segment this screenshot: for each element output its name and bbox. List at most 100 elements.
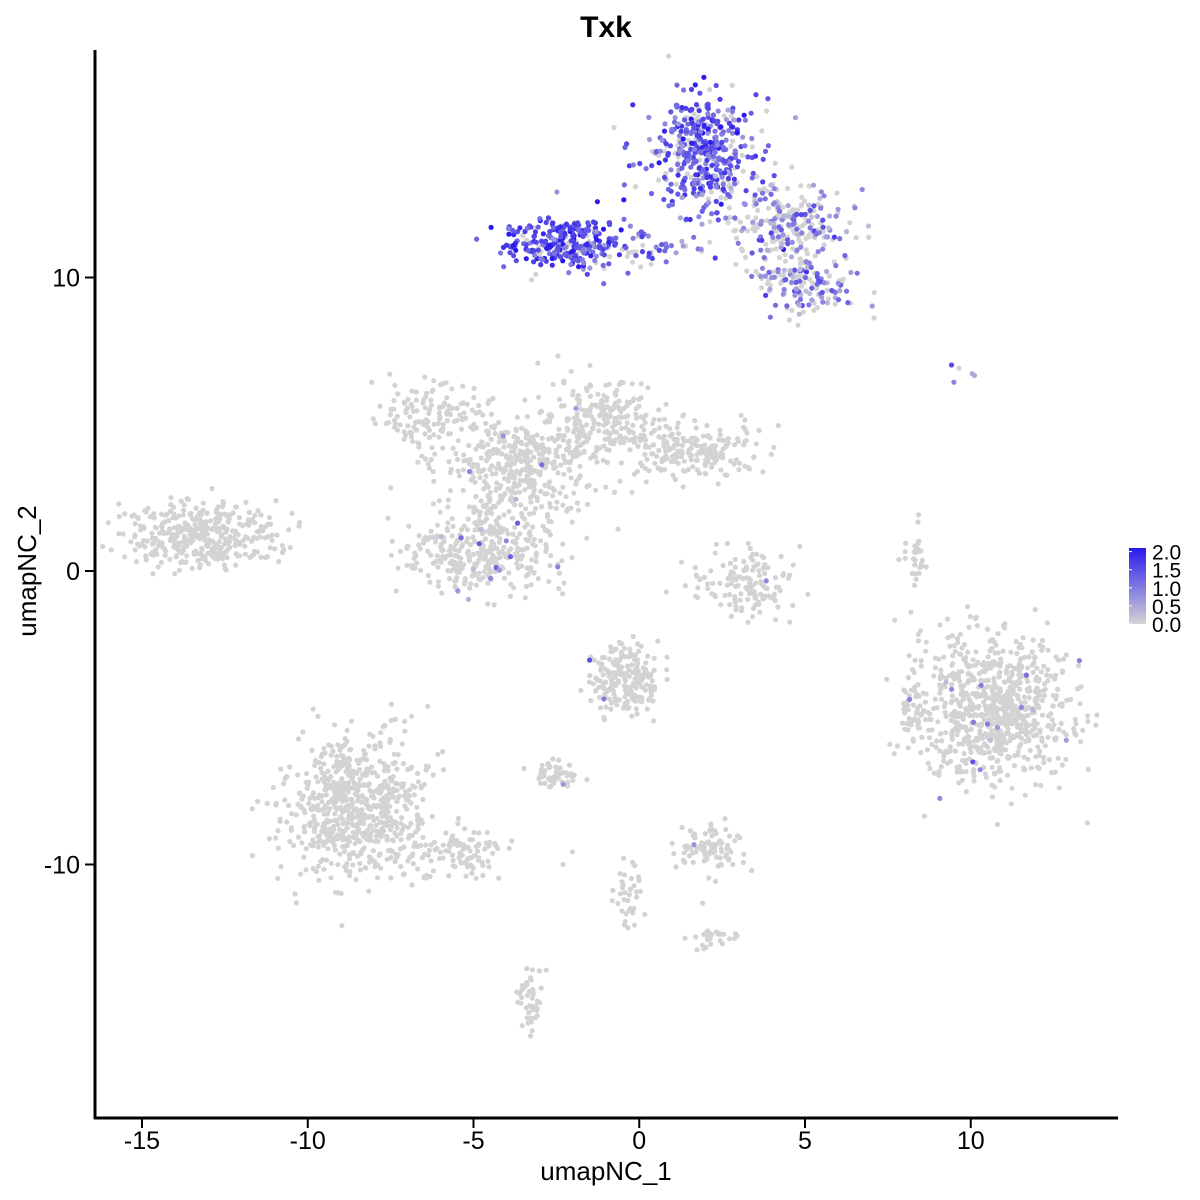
data-point (1063, 652, 1069, 658)
data-point (612, 674, 618, 680)
data-point (912, 657, 918, 663)
data-point (905, 745, 911, 751)
data-point (1033, 782, 1039, 788)
data-point (584, 484, 590, 490)
data-point (988, 665, 994, 671)
data-point (597, 694, 603, 701)
data-point (995, 717, 1001, 723)
data-point (470, 865, 476, 871)
data-point (785, 185, 791, 191)
data-point (951, 713, 957, 719)
data-point (606, 447, 612, 453)
data-point (1044, 620, 1050, 626)
data-point (279, 542, 285, 549)
data-point (601, 252, 607, 258)
data-point (440, 855, 446, 861)
data-point (714, 210, 720, 216)
data-point (939, 738, 945, 744)
data-point (636, 877, 642, 884)
data-point (646, 114, 652, 120)
data-point (646, 697, 652, 703)
data-point (602, 436, 608, 442)
data-point (1032, 725, 1038, 732)
data-point (550, 236, 557, 242)
data-point (384, 814, 390, 821)
data-point (258, 512, 264, 518)
data-point (414, 812, 420, 818)
data-point (743, 188, 749, 194)
data-point (1041, 754, 1047, 761)
data-point (449, 558, 455, 564)
data-point (1038, 669, 1044, 675)
data-point (1048, 673, 1054, 679)
data-point (514, 989, 520, 995)
data-point (402, 728, 408, 734)
data-point (664, 654, 670, 660)
data-point (431, 839, 437, 846)
data-point (304, 785, 310, 791)
data-point (662, 121, 668, 127)
data-point (528, 1033, 534, 1039)
data-point (627, 646, 633, 652)
data-point (249, 806, 255, 812)
data-point (682, 935, 688, 941)
data-point (727, 214, 733, 221)
data-point (414, 770, 421, 777)
data-point (757, 197, 763, 203)
data-point (445, 497, 451, 503)
data-point (394, 825, 400, 831)
data-point (488, 436, 494, 442)
data-point (518, 451, 524, 457)
data-point (943, 713, 949, 720)
data-point (1036, 765, 1042, 772)
data-point (931, 673, 937, 679)
data-point (447, 844, 453, 850)
data-point (959, 688, 965, 695)
data-point (691, 111, 697, 117)
data-point (755, 207, 761, 214)
data-point (651, 655, 657, 661)
data-point (534, 432, 540, 438)
data-point (437, 509, 443, 515)
data-point (581, 260, 587, 266)
data-point (183, 559, 189, 565)
data-point (663, 141, 669, 147)
data-point (306, 800, 312, 807)
data-point (395, 391, 401, 397)
data-point (431, 432, 437, 438)
data-point (528, 582, 534, 588)
data-point (819, 289, 825, 296)
data-point (355, 787, 361, 794)
data-point (325, 846, 331, 852)
data-point (708, 823, 714, 829)
data-point (501, 575, 507, 581)
data-point (560, 861, 566, 868)
data-point (865, 223, 872, 229)
data-point (301, 854, 307, 860)
data-point (688, 175, 694, 181)
data-point (957, 631, 964, 637)
data-point (649, 451, 655, 457)
data-point (795, 322, 801, 328)
data-point (601, 413, 608, 420)
data-point (624, 699, 630, 706)
data-point (731, 176, 737, 182)
data-point (365, 767, 371, 774)
data-point (756, 427, 762, 434)
data-point (991, 675, 997, 682)
data-point (318, 765, 324, 771)
data-point (477, 474, 483, 481)
data-point (616, 252, 623, 258)
data-point (266, 836, 272, 842)
data-point (571, 490, 577, 496)
data-point (612, 437, 618, 443)
data-point (750, 557, 756, 563)
data-point (933, 744, 939, 750)
data-point (664, 667, 670, 673)
data-point (453, 562, 459, 568)
data-point (486, 498, 493, 504)
data-point (955, 720, 961, 726)
data-point (391, 398, 397, 404)
data-point (372, 838, 378, 844)
data-point (640, 675, 646, 681)
